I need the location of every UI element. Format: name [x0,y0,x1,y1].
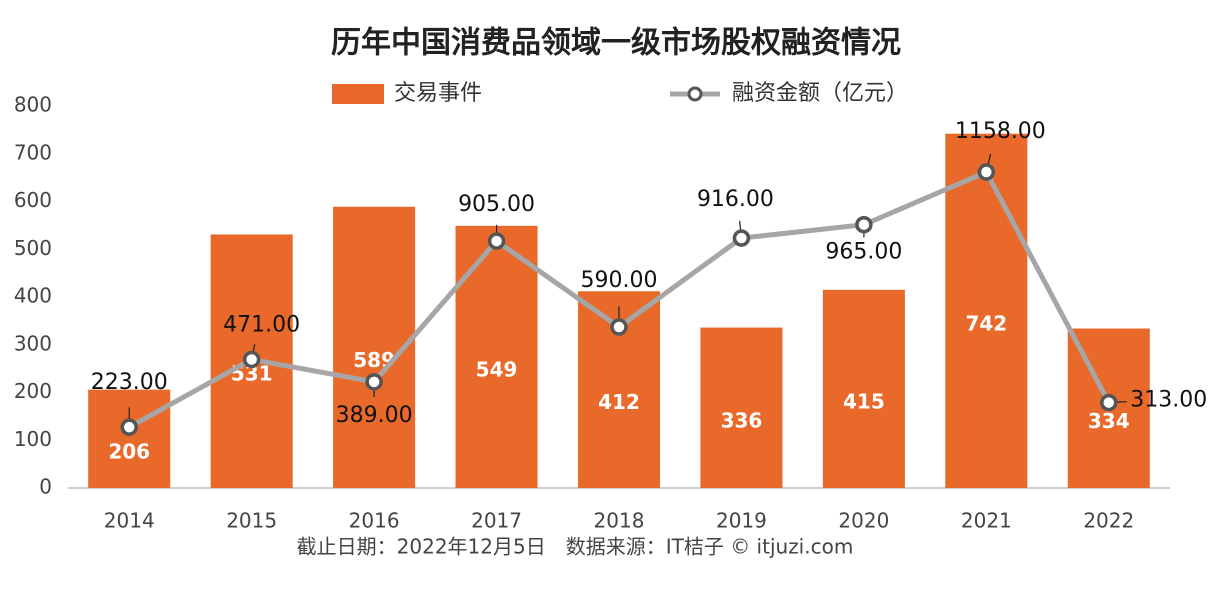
x-tick-label: 2021 [961,509,1012,533]
x-tick-label: 2022 [1083,509,1134,533]
x-tick-label: 2018 [594,509,645,533]
footnote: 截止日期：2022年12月5日 数据来源：IT桔子 © itjuzi.com [297,535,854,559]
legend-marker [687,86,703,102]
legend-swatch [332,84,384,104]
y-tick-label: 300 [14,331,52,355]
line-value-label: 1158.00 [955,119,1046,144]
y-tick-label: 800 [14,93,52,117]
line-value-label: 471.00 [223,312,300,337]
line-value-label: 223.00 [91,370,168,395]
x-tick-label: 2017 [471,509,522,533]
legend-label: 交易事件 [394,81,482,106]
line-marker [120,418,138,436]
x-tick-label: 2019 [716,509,767,533]
line-value-label: 905.00 [458,192,535,217]
line-value-label: 389.00 [336,403,413,428]
line-marker [977,163,996,181]
y-tick-label: 100 [14,427,52,451]
line-value-label: 916.00 [697,187,774,212]
chart-title: 历年中国消费品领域一级市场股权融资情况 [331,26,901,61]
line-marker [1100,393,1118,412]
x-tick-label: 2014 [104,509,155,533]
y-tick-label: 400 [14,284,52,308]
bar [822,289,905,488]
line-marker [242,350,261,369]
y-tick-label: 700 [14,140,52,164]
bar [945,133,1028,488]
line-marker [487,232,506,250]
line-marker [365,373,383,391]
bar-value-label: 206 [108,439,150,463]
x-tick-label: 2020 [838,509,889,533]
bar-value-label: 336 [721,408,763,432]
bar [88,389,171,488]
bar [700,327,783,488]
line-value-label: 590.00 [581,268,658,293]
legend-label: 融资金额（亿元） [732,81,908,106]
y-tick-label: 0 [39,475,52,499]
bar-value-label: 415 [843,389,885,413]
y-tick-label: 200 [14,379,52,403]
bar-value-label: 549 [476,357,518,381]
line-value-label: 313.00 [1130,388,1207,413]
line-marker [610,318,628,336]
line-marker [855,215,873,234]
bar-value-label: 742 [965,311,1007,335]
x-tick-label: 2015 [226,509,277,533]
y-tick-label: 600 [14,188,52,212]
line-value-label: 965.00 [825,240,902,265]
bar-value-label: 334 [1088,409,1130,433]
y-tick-label: 500 [14,236,52,260]
x-tick-label: 2016 [349,509,400,533]
bar-value-label: 412 [598,390,640,414]
line-marker [732,229,751,247]
